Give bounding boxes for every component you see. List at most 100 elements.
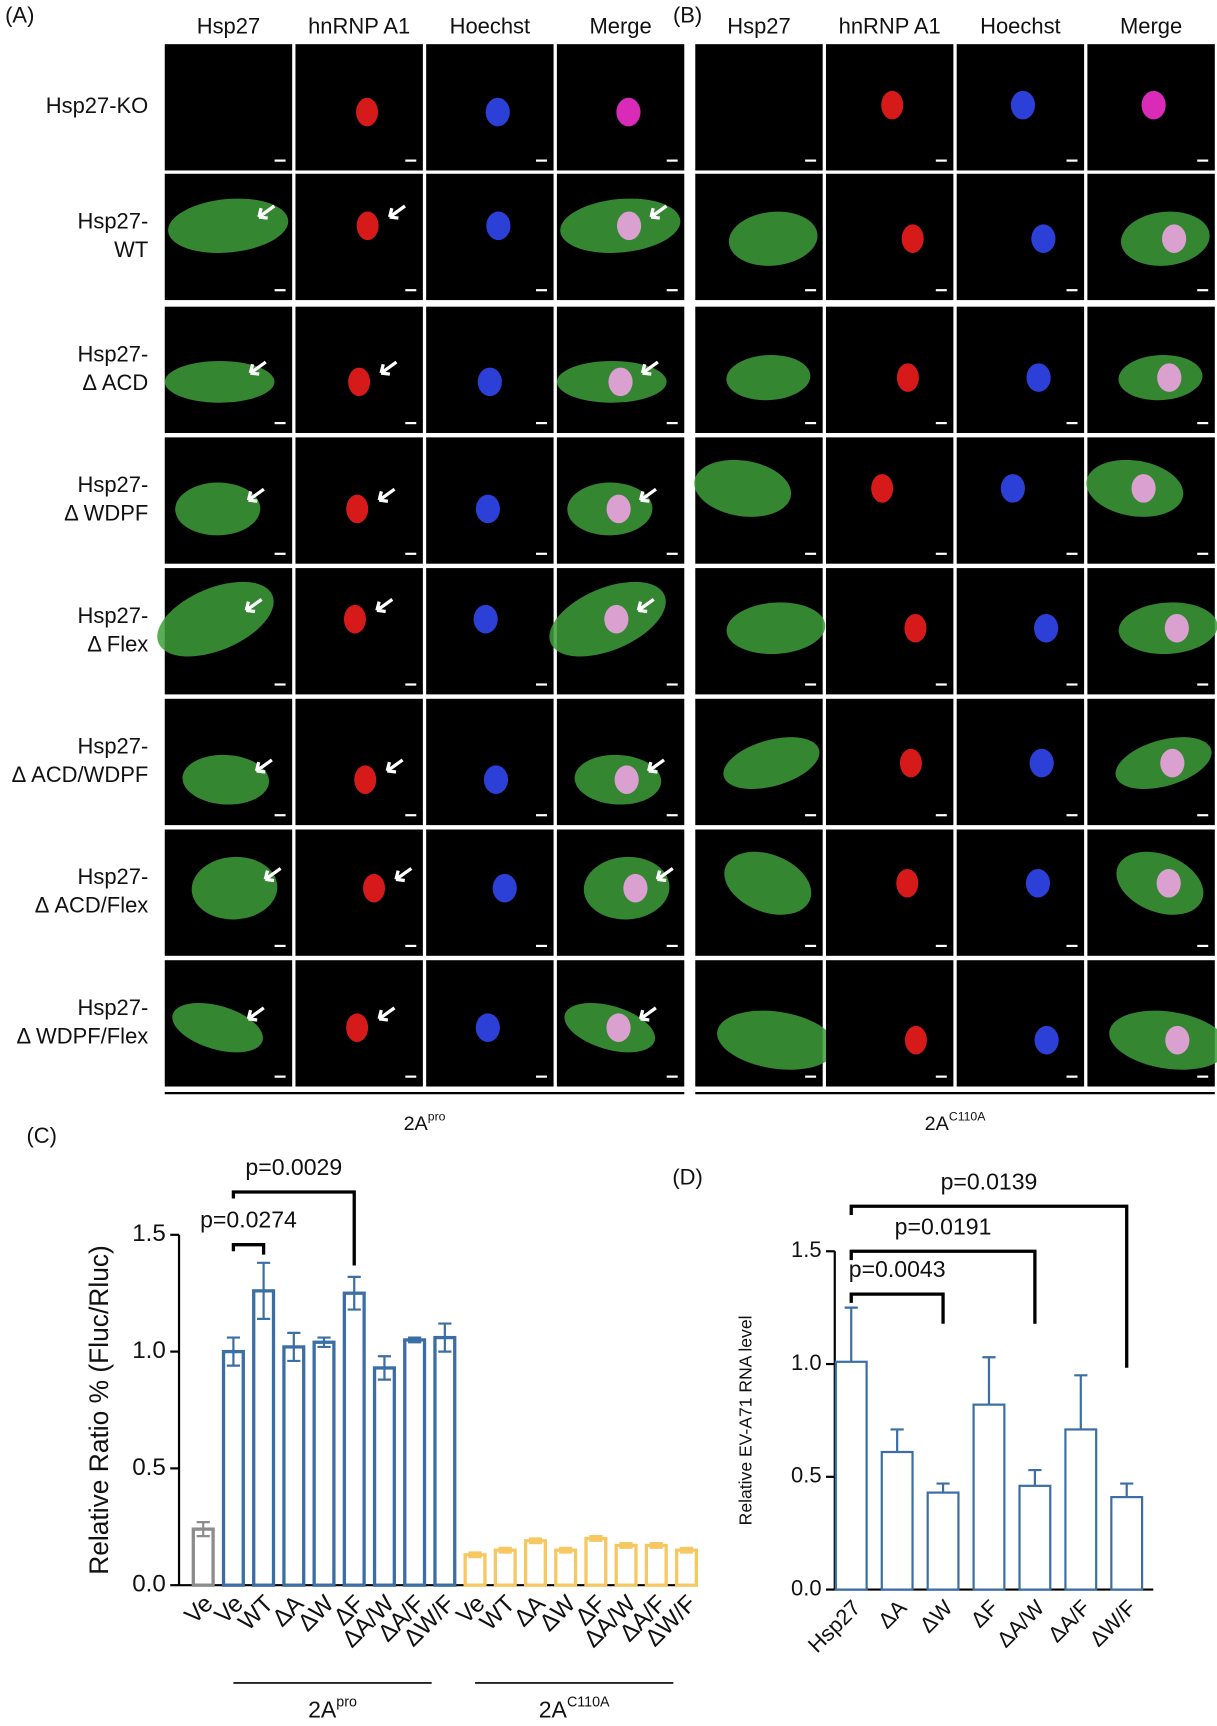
cell-body bbox=[723, 737, 820, 789]
micrograph bbox=[556, 306, 685, 433]
cell-body bbox=[694, 459, 792, 517]
nucleus bbox=[904, 1025, 927, 1055]
micrograph bbox=[295, 829, 423, 956]
nucleus bbox=[604, 604, 629, 634]
nucleus bbox=[475, 1013, 500, 1042]
error-bar bbox=[468, 1551, 482, 1559]
micrograph bbox=[695, 960, 836, 1087]
arrow bbox=[377, 1006, 396, 1022]
label-base: 2A bbox=[539, 1697, 568, 1723]
x-tick-label: Hsp27 bbox=[803, 1595, 866, 1658]
column-header: Merge bbox=[1120, 13, 1182, 38]
arrow bbox=[375, 598, 394, 614]
nucleus bbox=[1157, 363, 1182, 392]
nucleus bbox=[492, 873, 517, 903]
micrograph bbox=[295, 568, 423, 695]
cell-body bbox=[724, 851, 812, 915]
error-bar bbox=[438, 1322, 452, 1353]
column-header: Hoechst bbox=[980, 13, 1061, 38]
micrograph bbox=[549, 568, 685, 695]
micrograph bbox=[295, 437, 423, 564]
panel-label: (C) bbox=[26, 1123, 56, 1148]
error-bar bbox=[679, 1546, 694, 1554]
micrograph bbox=[1087, 306, 1215, 433]
micrograph-bg bbox=[956, 173, 1085, 301]
nucleus bbox=[901, 224, 924, 253]
nucleus bbox=[1026, 363, 1051, 392]
cell-body bbox=[728, 211, 818, 266]
cell-body bbox=[191, 856, 278, 920]
nucleus bbox=[354, 765, 377, 794]
nucleus bbox=[871, 474, 894, 503]
column-header: Hsp27 bbox=[197, 13, 260, 38]
error-bar bbox=[287, 1331, 301, 1363]
x-tick-label: ΔA bbox=[873, 1595, 912, 1634]
micrograph bbox=[556, 829, 685, 956]
micrograph bbox=[1087, 568, 1217, 695]
error-bar bbox=[936, 1482, 950, 1493]
micrograph bbox=[164, 44, 293, 171]
micrograph bbox=[556, 44, 685, 171]
column-header: Merge bbox=[589, 13, 651, 38]
row-label: Δ ACD/Flex bbox=[35, 893, 148, 918]
nucleus bbox=[363, 873, 385, 903]
micrograph bbox=[426, 44, 554, 171]
row-label: Δ ACD/WDPF bbox=[12, 762, 149, 787]
micrograph bbox=[956, 698, 1085, 826]
bar bbox=[972, 1403, 1006, 1591]
error-bar bbox=[317, 1336, 331, 1349]
micrograph bbox=[956, 306, 1085, 433]
arrow bbox=[636, 598, 655, 614]
nucleus bbox=[1000, 474, 1025, 503]
micrograph bbox=[1086, 437, 1215, 564]
bar bbox=[191, 1527, 215, 1587]
error-bar bbox=[589, 1535, 603, 1542]
error-bar bbox=[196, 1521, 210, 1538]
micrograph bbox=[825, 960, 954, 1087]
micrograph bbox=[295, 306, 423, 433]
y-tick-label: 1.0 bbox=[132, 1337, 166, 1364]
significance-bracket bbox=[231, 1243, 266, 1255]
micrograph-bg bbox=[825, 568, 954, 695]
arrow bbox=[388, 204, 406, 220]
micrograph bbox=[426, 698, 554, 826]
y-axis-title: Relative Ratio % (Fluc/Rluc) bbox=[84, 1245, 114, 1575]
p-value: p=0.0043 bbox=[849, 1256, 946, 1282]
cell-body bbox=[717, 1010, 836, 1070]
micrograph-bg bbox=[825, 829, 954, 956]
x-tick-label: ΔW bbox=[915, 1595, 958, 1638]
micrograph-bg bbox=[956, 306, 1085, 433]
row-label: Hsp27- bbox=[77, 733, 148, 758]
micrograph bbox=[426, 173, 554, 301]
micrograph bbox=[295, 173, 423, 301]
nucleus bbox=[348, 367, 371, 397]
micrograph bbox=[295, 960, 423, 1087]
nucleus bbox=[896, 363, 919, 392]
bar bbox=[614, 1543, 638, 1587]
label-sup: C110A bbox=[949, 1110, 986, 1124]
bar bbox=[644, 1543, 668, 1587]
significance-bracket bbox=[849, 1292, 945, 1324]
p-value: p=0.0029 bbox=[245, 1154, 342, 1180]
micrograph-bg bbox=[825, 437, 954, 564]
label-sup: pro bbox=[336, 1695, 357, 1711]
row-label: Hsp27- bbox=[77, 341, 148, 366]
y-tick-label: 1.0 bbox=[791, 1350, 822, 1375]
cell-body bbox=[172, 1002, 263, 1053]
error-bar bbox=[619, 1542, 633, 1549]
micrograph bbox=[695, 568, 826, 695]
micrograph-bg bbox=[956, 829, 1085, 956]
micrograph bbox=[695, 173, 823, 301]
micrograph bbox=[695, 698, 823, 826]
bar bbox=[880, 1450, 914, 1591]
micrograph bbox=[426, 568, 554, 695]
bar bbox=[834, 1360, 868, 1591]
label-sup: pro bbox=[428, 1110, 446, 1124]
nucleus bbox=[1160, 748, 1185, 778]
micrograph bbox=[164, 829, 293, 956]
nucleus bbox=[606, 494, 631, 524]
micrograph bbox=[157, 568, 293, 695]
bar bbox=[674, 1548, 699, 1587]
micrograph bbox=[825, 437, 954, 564]
